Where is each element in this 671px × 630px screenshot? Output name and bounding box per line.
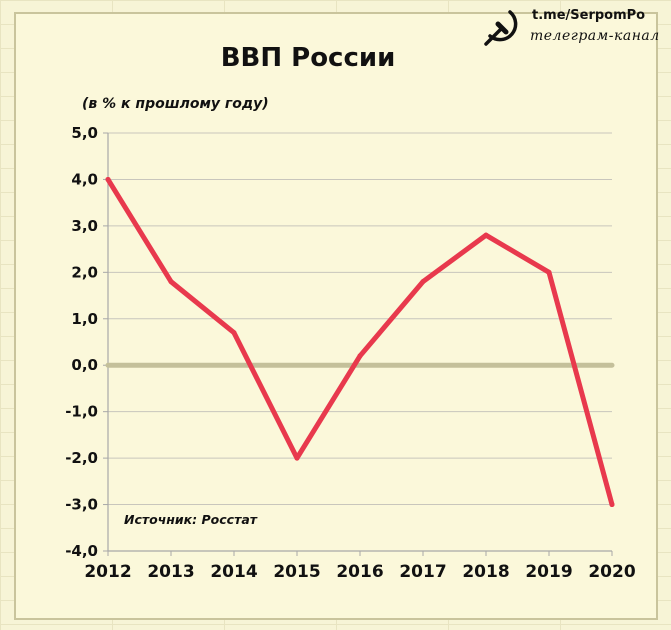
y-tick-label: -4,0: [65, 542, 98, 560]
y-tick-label: -2,0: [65, 449, 98, 467]
y-tick-label: 5,0: [71, 124, 98, 142]
data-point: [231, 330, 237, 336]
chart-frame: [14, 12, 658, 620]
chart-title: ВВП России: [221, 43, 396, 73]
y-tick-label: -1,0: [65, 403, 98, 421]
source-annotation: Источник: Росстат: [124, 512, 258, 527]
data-point: [546, 269, 552, 275]
chart-subtitle: (в % к прошлому году): [82, 96, 269, 112]
y-tick-label: 3,0: [71, 217, 98, 235]
x-tick-label: 2012: [84, 562, 131, 582]
data-point: [420, 279, 426, 285]
data-series: [105, 176, 615, 508]
x-tick-label: 2015: [273, 562, 320, 582]
data-point: [609, 502, 615, 508]
y-tick-label: 4,0: [71, 170, 98, 188]
x-tick-label: 2019: [525, 562, 572, 582]
y-tick-label: 0,0: [71, 356, 98, 374]
x-tick-label: 2020: [588, 562, 635, 582]
data-point: [357, 353, 363, 359]
x-tick-labels: 2012 2013 2014 2015 2016 2017 2018 2019 2020: [84, 562, 635, 582]
data-point: [294, 455, 300, 461]
data-point: [483, 232, 489, 238]
y-tick-label: 2,0: [71, 263, 98, 281]
x-tick-label: 2013: [147, 562, 194, 582]
gdp-series-line: [105, 176, 615, 508]
data-point: [105, 176, 111, 182]
watermark[interactable]: t.me/SerpomPo телеграм-канал: [478, 4, 668, 52]
y-tick-label: 1,0: [71, 310, 98, 328]
hammer-sickle-icon: [484, 10, 518, 46]
y-tick-label: -3,0: [65, 496, 98, 514]
data-point: [168, 279, 174, 285]
axes: [103, 132, 615, 556]
y-tick-labels: 5,0 4,0 3,0 2,0 1,0 0,0 -1,0 -2,0 -3,0 -4,0: [65, 124, 98, 560]
x-tick-label: 2017: [399, 562, 446, 582]
grid-lines: [108, 132, 612, 552]
x-tick-label: 2014: [210, 562, 257, 582]
watermark-subtitle: телеграм-канал: [530, 28, 660, 44]
x-tick-label: 2016: [336, 562, 383, 582]
x-tick-label: 2018: [462, 562, 509, 582]
watermark-url[interactable]: t.me/SerpomPo: [532, 8, 646, 23]
